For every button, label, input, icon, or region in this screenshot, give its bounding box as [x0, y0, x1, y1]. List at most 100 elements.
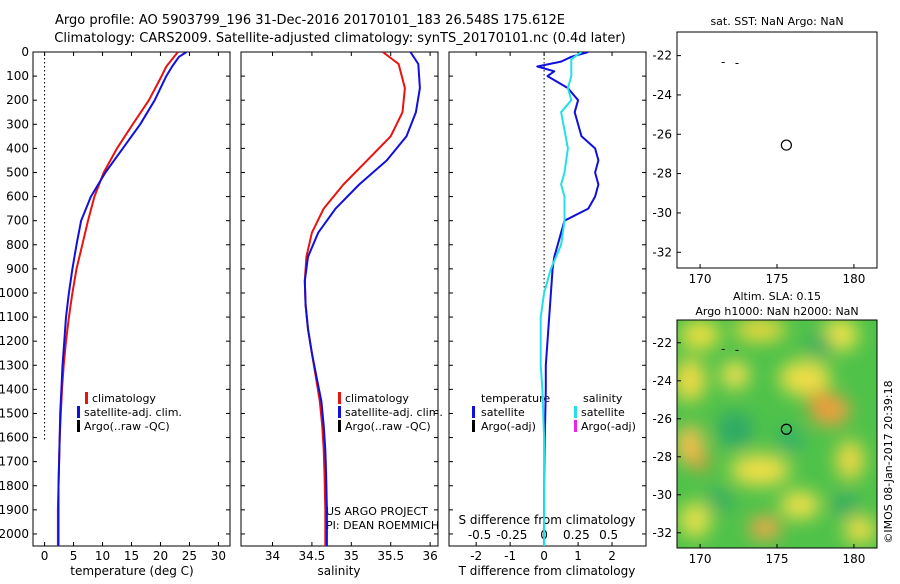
legend-label-satellite: satellite-adj. clim.	[345, 406, 443, 419]
y-tick-label: 500	[6, 165, 29, 179]
legend-swatch-argo	[338, 420, 341, 432]
series-line-climatology	[303, 52, 406, 546]
legend-label-climatology: climatology	[92, 392, 156, 405]
y-tick-label: 600	[6, 190, 29, 204]
map-y-tick-label: -28	[652, 167, 672, 181]
legend-swatch-climatology	[338, 392, 341, 404]
salinity-plot-frame	[240, 51, 439, 547]
legend-swatch-satellite	[338, 406, 341, 418]
series-line-satellite	[536, 52, 600, 546]
y-tick-label: 300	[6, 117, 29, 131]
map-x-tick-label: 170	[689, 272, 712, 286]
legend-swatch-t-satellite	[472, 406, 475, 418]
x-tick-label: -1	[504, 549, 516, 563]
x-tick-label: 34.5	[299, 549, 326, 563]
legend-label-s-argo: Argo(-adj)	[581, 420, 636, 433]
y-tick-label: 1300	[0, 358, 29, 372]
x-tick-label: 15	[124, 549, 139, 563]
copyright-stamp: ©IMOS 08-Jan-2017 20:39:18	[882, 380, 895, 543]
map-x-tick-label: 180	[842, 552, 865, 566]
map-marks: 170 175 180 -22 -24 -26 -28 -30 -32 170 175 180 -22 -…	[652, 49, 865, 566]
y-tick-label: 2000	[0, 527, 29, 541]
x-tick-label: 0	[540, 549, 548, 563]
y-tick-label: 800	[6, 238, 29, 252]
map-x-tick-label: 175	[766, 552, 789, 566]
map-y-tick-label: -30	[652, 206, 672, 220]
sla-map-title-2: Argo h1000: NaN h2000: NaN	[695, 305, 858, 318]
x-tick-label: 25	[182, 549, 197, 563]
legend-label-s-satellite: satellite	[581, 406, 625, 419]
x-tick-label: 34	[265, 549, 280, 563]
map-y-tick-label: -24	[652, 374, 672, 388]
x-tick-label: 30	[211, 549, 226, 563]
legend-swatch-t-argo	[472, 420, 475, 432]
legend-label-satellite: satellite-adj. clim.	[84, 406, 182, 419]
s-tick-label: 0.25	[563, 528, 590, 542]
map-x-tick-label: 180	[842, 272, 865, 286]
legend-swatch-s-satellite	[574, 406, 577, 418]
map-y-tick-label: -22	[652, 49, 672, 63]
sla-heatmap	[677, 320, 877, 548]
difference-xlabel: T difference from climatology	[458, 564, 636, 578]
x-tick-label: 2	[608, 549, 616, 563]
series-line-climatology	[56, 52, 179, 546]
temperature-xlabel: temperature (deg C)	[70, 564, 193, 578]
legend-label-argo: Argo(..raw -QC)	[84, 420, 170, 433]
map-y-tick-label: -30	[652, 488, 672, 502]
y-tick-label: 900	[6, 262, 29, 276]
legend-label-t-satellite: satellite	[481, 406, 525, 419]
sla-map-title-1: Altim. SLA: 0.15	[733, 290, 821, 303]
y-tick-label: 100	[6, 69, 29, 83]
y-tick-label: 1800	[0, 479, 29, 493]
map-y-tick-label: -28	[652, 450, 672, 464]
map-y-tick-label: -22	[652, 336, 672, 350]
map-y-tick-label: -32	[652, 245, 672, 259]
legend-label-argo: Argo(..raw -QC)	[345, 420, 431, 433]
legend-title-salinity: salinity	[583, 392, 623, 405]
s-tick-label: -0.5	[468, 528, 491, 542]
argo-position-marker	[780, 423, 792, 435]
legend-title-temperature: temperature	[481, 392, 550, 405]
x-tick-label: 10	[95, 549, 110, 563]
x-tick-label: 20	[153, 549, 168, 563]
sst-map-frame	[676, 31, 878, 269]
figure-title-line1: Argo profile: AO 5903799_196 31-Dec-2016…	[55, 13, 565, 28]
x-tick-label: 1	[574, 549, 582, 563]
y-tick-label: 1500	[0, 406, 29, 420]
s-tick-label: -0.25	[496, 528, 527, 542]
difference-legend: temperature satellite Argo(-adj) salinit…	[472, 392, 636, 433]
y-tick-label: 1000	[0, 286, 29, 300]
y-tick-label: 200	[6, 93, 29, 107]
y-tick-label: 1600	[0, 431, 29, 445]
legend-swatch-climatology	[85, 392, 88, 404]
x-tick-label: 36	[422, 549, 437, 563]
figure-title-line2: Climatology: CARS2009. Satellite-adjuste…	[54, 31, 626, 46]
x-tick-label: 5	[70, 549, 78, 563]
series-line-satellite-adj-clim-	[303, 52, 421, 546]
map-x-tick-label: 170	[689, 552, 712, 566]
x-tick-label: 35	[344, 549, 359, 563]
legend-swatch-satellite	[77, 406, 80, 418]
s-difference-label: S difference from climatology	[459, 513, 636, 527]
y-tick-label: 0	[21, 45, 29, 59]
series-line-satellite-adj-clim-	[57, 52, 188, 546]
map-y-tick-label: -26	[652, 412, 672, 426]
data-series	[56, 52, 600, 546]
sst-map-title: sat. SST: NaN Argo: NaN	[710, 15, 843, 28]
salinity-xlabel: salinity	[317, 564, 360, 578]
map-x-tick-label: 175	[766, 272, 789, 286]
project-credit: US ARGO PROJECT	[326, 505, 428, 518]
temperature-legend: climatology satellite-adj. clim. Argo(..…	[77, 392, 182, 433]
legend-label-t-argo: Argo(-adj)	[481, 420, 536, 433]
map-y-tick-label: -24	[652, 88, 672, 102]
axis-ticks: 0 5 10 15 20 25 300100200300400500600700800900…	[0, 45, 646, 563]
y-tick-label: 1400	[0, 382, 29, 396]
pi-credit: PI: DEAN ROEMMICH	[326, 519, 439, 532]
map-y-tick-label: -26	[652, 127, 672, 141]
s-tick-label: 0.5	[599, 528, 618, 542]
x-tick-label: 0	[41, 549, 49, 563]
argo-position-marker	[780, 139, 792, 151]
y-tick-label: 700	[6, 214, 29, 228]
x-tick-label: -2	[470, 549, 482, 563]
